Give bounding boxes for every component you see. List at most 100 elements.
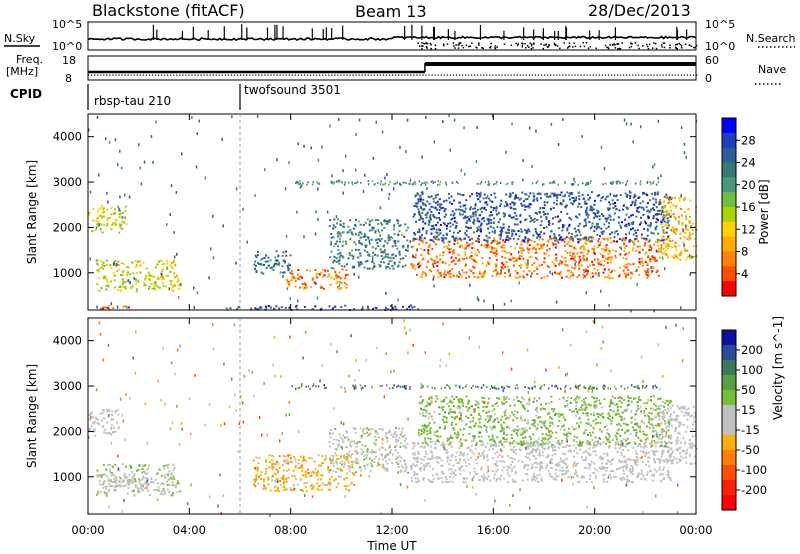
heatmap-cell	[607, 274, 610, 277]
heatmap-cell	[381, 464, 384, 467]
heatmap-cell	[111, 410, 114, 413]
heatmap-cell	[650, 249, 653, 252]
nave-point	[303, 74, 305, 76]
heatmap-cell	[461, 269, 464, 272]
heatmap-cell	[373, 457, 376, 460]
heatmap-cell	[674, 246, 677, 249]
heatmap-cell	[94, 434, 97, 437]
heatmap-cell	[117, 205, 120, 208]
heatmap-cell	[588, 264, 591, 267]
heatmap-cell	[134, 278, 137, 280]
heatmap-cell	[276, 488, 279, 491]
heatmap-cell	[444, 476, 447, 478]
heatmap-cell	[331, 181, 334, 183]
heatmap-cell	[593, 203, 596, 206]
heatmap-cell	[649, 224, 651, 228]
heatmap-cell	[417, 308, 420, 311]
nsearch-point	[468, 45, 470, 48]
nave-point	[461, 74, 464, 76]
heatmap-cell	[443, 246, 446, 249]
heatmap-cell	[340, 287, 343, 290]
heatmap-cell	[638, 251, 641, 254]
heatmap-cell	[169, 282, 172, 285]
heatmap-cell	[524, 455, 527, 458]
heatmap-cell	[458, 230, 461, 233]
heatmap-cell	[554, 449, 557, 452]
heatmap-cell	[399, 145, 401, 149]
heatmap-cell	[114, 260, 117, 262]
heatmap-cell	[490, 211, 493, 214]
heatmap-cell	[456, 462, 459, 465]
heatmap-cell	[450, 260, 453, 263]
heatmap-cell	[576, 462, 579, 465]
heatmap-cell	[663, 214, 666, 217]
heatmap-cell	[318, 273, 321, 276]
heatmap-cell	[508, 258, 511, 261]
heatmap-cell	[480, 466, 483, 469]
heatmap-cell	[513, 465, 516, 468]
heatmap-cell	[287, 267, 290, 269]
heatmap-cell	[553, 192, 556, 195]
heatmap-cell	[533, 270, 536, 272]
heatmap-cell	[667, 243, 670, 246]
heatmap-cell	[333, 479, 336, 482]
heatmap-cell	[338, 433, 341, 436]
heatmap-cell	[365, 457, 368, 460]
heatmap-cell	[549, 195, 551, 198]
heatmap-cell	[473, 266, 476, 269]
heatmap-cell	[136, 486, 139, 489]
heatmap-cell	[364, 246, 367, 248]
heatmap-cell	[512, 207, 515, 210]
heatmap-cell	[636, 464, 639, 467]
heatmap-cell	[558, 273, 561, 276]
heatmap-cell	[486, 471, 489, 474]
nave-point	[367, 74, 369, 76]
heatmap-cell	[508, 467, 511, 469]
heatmap-cell	[381, 257, 384, 260]
heatmap-cell	[668, 201, 671, 204]
heatmap-cell	[357, 234, 360, 237]
heatmap-cell	[459, 244, 462, 246]
heatmap-cell	[582, 451, 585, 454]
heatmap-cell	[311, 183, 314, 186]
heatmap-cell	[659, 209, 662, 212]
heatmap-cell	[436, 200, 439, 203]
heatmap-cell	[663, 251, 666, 254]
heatmap-cell	[514, 208, 517, 210]
heatmap-cell	[503, 205, 506, 208]
heatmap-cell	[671, 239, 674, 242]
heatmap-cell	[455, 451, 458, 454]
nsearch-point	[648, 43, 651, 46]
heatmap-cell	[343, 457, 346, 460]
heatmap-cell	[583, 258, 586, 261]
heatmap-cell	[407, 244, 409, 247]
heatmap-cell	[552, 217, 555, 220]
heatmap-cell	[663, 224, 666, 227]
heatmap-cell	[588, 221, 591, 224]
heatmap-cell	[607, 225, 610, 228]
heatmap-cell	[436, 255, 439, 258]
heatmap-cell	[156, 263, 159, 266]
heatmap-cell	[581, 456, 583, 459]
heatmap-cell	[320, 271, 323, 274]
heatmap-cell	[574, 469, 577, 472]
heatmap-cell	[343, 265, 346, 268]
nave-point	[316, 74, 318, 76]
heatmap-cell	[143, 160, 146, 164]
heatmap-cell	[260, 478, 263, 480]
heatmap-cell	[628, 190, 631, 194]
heatmap-cell	[416, 248, 418, 252]
heatmap-cell	[337, 117, 340, 121]
heatmap-cell	[394, 431, 397, 433]
heatmap-cell	[501, 255, 504, 258]
heatmap-cell	[582, 476, 585, 479]
heatmap-cell	[541, 446, 544, 448]
heatmap-cell	[675, 228, 678, 231]
heatmap-cell	[125, 217, 127, 220]
heatmap-cell	[144, 487, 147, 490]
heatmap-cell	[643, 244, 646, 247]
heatmap-cell	[610, 470, 612, 473]
nsearch-point	[461, 44, 463, 47]
nsearch-point	[457, 47, 460, 49]
heatmap-cell	[505, 251, 508, 254]
